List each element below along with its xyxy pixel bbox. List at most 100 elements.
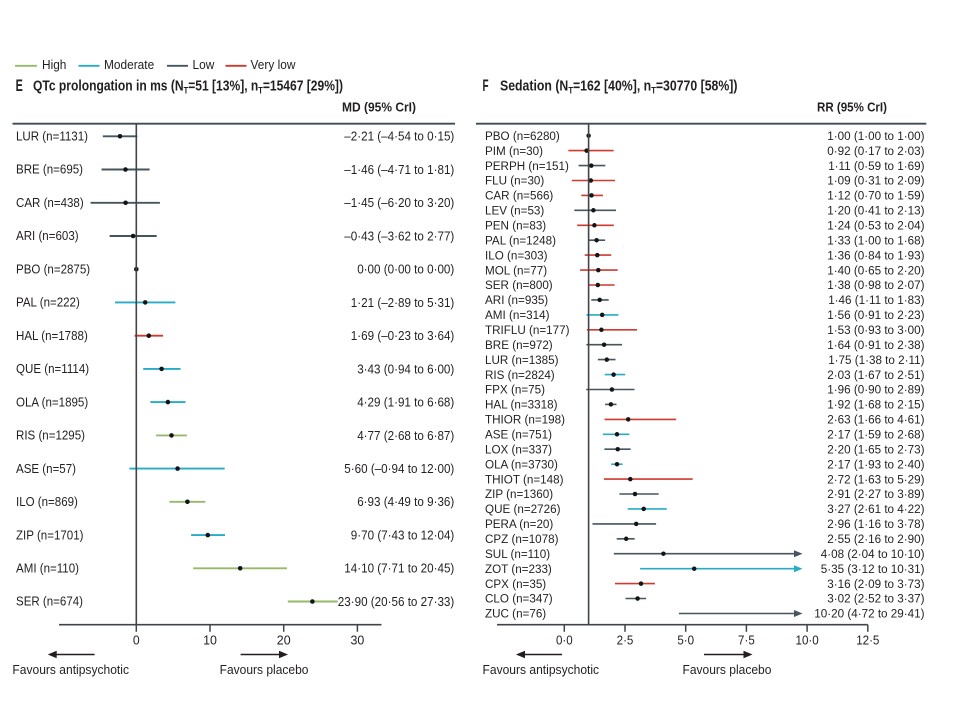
svg-text:RIS (n=1295): RIS (n=1295) [16, 428, 85, 443]
svg-text:2·55 (2·16 to 2·90): 2·55 (2·16 to 2·90) [827, 532, 924, 546]
svg-text:3·02 (2·52 to 3·37): 3·02 (2·52 to 3·37) [827, 592, 924, 606]
svg-text:Low: Low [193, 58, 216, 72]
svg-text:=15467 [29%]): =15467 [29%]) [263, 79, 343, 95]
svg-text:3·16 (2·09 to 3·73): 3·16 (2·09 to 3·73) [827, 577, 924, 591]
svg-text:3·27 (2·61 to 4·22): 3·27 (2·61 to 4·22) [827, 502, 924, 516]
svg-text:PAL (n=1248): PAL (n=1248) [485, 233, 556, 247]
svg-text:THIOR (n=198): THIOR (n=198) [485, 413, 565, 427]
svg-text:1·46 (1·11 to 1·83): 1·46 (1·11 to 1·83) [828, 293, 924, 307]
svg-text:0·0: 0·0 [556, 633, 573, 647]
svg-text:MD (95% CrI): MD (95% CrI) [342, 101, 416, 115]
svg-text:–2·21 (–4·54 to 0·15): –2·21 (–4·54 to 0·15) [344, 129, 454, 144]
svg-text:Sedation (N: Sedation (N [500, 79, 568, 95]
svg-text:1·92 (1·68 to 2·15): 1·92 (1·68 to 2·15) [827, 398, 924, 412]
svg-text:10·0: 10·0 [796, 633, 819, 647]
svg-text:1·64 (0·91 to 2·38): 1·64 (0·91 to 2·38) [827, 338, 924, 352]
svg-text:Favours placebo: Favours placebo [220, 662, 309, 677]
svg-text:F: F [483, 77, 489, 95]
svg-text:ZIP (n=1360): ZIP (n=1360) [485, 487, 553, 501]
svg-text:ILO (n=303): ILO (n=303) [485, 248, 548, 262]
svg-text:=51 [13%], n: =51 [13%], n [188, 79, 258, 95]
svg-text:LOX (n=337): LOX (n=337) [485, 442, 552, 456]
svg-text:CAR (n=438): CAR (n=438) [16, 195, 84, 210]
svg-text:T: T [651, 86, 656, 96]
svg-text:Moderate: Moderate [104, 58, 154, 72]
svg-text:MOL (n=77): MOL (n=77) [485, 263, 547, 277]
svg-text:QUE (n=1114): QUE (n=1114) [16, 361, 89, 376]
svg-text:ZOT (n=233): ZOT (n=233) [485, 562, 552, 576]
svg-text:PBO (n=2875): PBO (n=2875) [16, 261, 90, 276]
svg-text:1·56 (0·91 to 2·23): 1·56 (0·91 to 2·23) [827, 308, 924, 322]
svg-text:QUE (n=2726): QUE (n=2726) [485, 502, 561, 516]
svg-text:PAL (n=222): PAL (n=222) [16, 295, 80, 310]
svg-text:PERPH (n=151): PERPH (n=151) [485, 159, 569, 173]
svg-text:Very low: Very low [251, 58, 297, 72]
svg-text:0·92 (0·17 to 2·03): 0·92 (0·17 to 2·03) [827, 144, 924, 158]
svg-text:23·90 (20·56 to 27·33): 23·90 (20·56 to 27·33) [338, 594, 455, 609]
svg-text:–1·45 (–6·20 to 3·20): –1·45 (–6·20 to 3·20) [344, 195, 454, 210]
svg-text:20: 20 [277, 632, 291, 647]
svg-text:ZUC (n=76): ZUC (n=76) [485, 607, 546, 621]
svg-text:1·38 (0·98 to 2·07): 1·38 (0·98 to 2·07) [827, 278, 924, 292]
svg-text:1·12 (0·70 to 1·59): 1·12 (0·70 to 1·59) [827, 189, 924, 203]
svg-text:ZIP (n=1701): ZIP (n=1701) [16, 527, 84, 542]
svg-text:LUR (n=1131): LUR (n=1131) [16, 129, 88, 144]
svg-text:2·17 (1·93 to 2·40): 2·17 (1·93 to 2·40) [827, 457, 924, 471]
svg-text:1·75 (1·38 to 2·11): 1·75 (1·38 to 2·11) [828, 353, 924, 367]
svg-text:1·00 (1·00 to 1·00): 1·00 (1·00 to 1·00) [827, 129, 924, 143]
svg-text:6·93 (4·49 to 9·36): 6·93 (4·49 to 9·36) [357, 494, 454, 509]
svg-text:SER (n=674): SER (n=674) [16, 594, 83, 609]
svg-text:CPZ (n=1078): CPZ (n=1078) [485, 532, 559, 546]
svg-text:10: 10 [203, 632, 217, 647]
svg-text:E: E [16, 77, 23, 95]
svg-text:FLU (n=30): FLU (n=30) [485, 174, 544, 188]
svg-text:BRE (n=972): BRE (n=972) [485, 338, 553, 352]
svg-text:–0·43 (–3·62 to 2·77): –0·43 (–3·62 to 2·77) [344, 228, 454, 243]
svg-text:T: T [184, 86, 189, 96]
svg-text:Favours antipsychotic: Favours antipsychotic [483, 662, 600, 677]
svg-text:THIOT (n=148): THIOT (n=148) [485, 472, 564, 486]
svg-text:1·09 (0·31 to 2·09): 1·09 (0·31 to 2·09) [827, 174, 924, 188]
svg-text:ASE (n=57): ASE (n=57) [16, 461, 76, 476]
svg-text:SUL (n=110): SUL (n=110) [485, 547, 550, 561]
svg-text:2·20 (1·65 to 2·73): 2·20 (1·65 to 2·73) [827, 442, 924, 456]
svg-text:2·17 (1·59 to 2·68): 2·17 (1·59 to 2·68) [827, 428, 924, 442]
svg-text:PEN (n=83): PEN (n=83) [485, 219, 546, 233]
svg-text:T: T [258, 86, 263, 96]
svg-text:2·91 (2·27 to 3·89): 2·91 (2·27 to 3·89) [827, 487, 924, 501]
svg-text:FPX (n=75): FPX (n=75) [485, 383, 545, 397]
svg-text:CLO (n=347): CLO (n=347) [485, 592, 553, 606]
svg-text:2·72 (1·63 to 5·29): 2·72 (1·63 to 5·29) [827, 472, 924, 486]
svg-text:LUR (n=1385): LUR (n=1385) [485, 353, 559, 367]
svg-text:12·5: 12·5 [856, 633, 879, 647]
svg-text:Favours placebo: Favours placebo [683, 662, 772, 677]
svg-text:ARI (n=935): ARI (n=935) [485, 293, 548, 307]
svg-text:=30770 [58%]): =30770 [58%]) [656, 79, 738, 95]
svg-text:PIM (n=30): PIM (n=30) [485, 144, 543, 158]
svg-text:BRE (n=695): BRE (n=695) [16, 162, 83, 177]
svg-text:2·5: 2·5 [617, 633, 634, 647]
svg-text:2·96 (1·16 to 3·78): 2·96 (1·16 to 3·78) [827, 517, 924, 531]
svg-text:4·29 (1·91 to 6·68): 4·29 (1·91 to 6·68) [357, 395, 454, 410]
svg-text:HAL (n=3318): HAL (n=3318) [485, 398, 558, 412]
svg-text:30: 30 [351, 632, 365, 647]
svg-text:1·96 (0·90 to 2·89): 1·96 (0·90 to 2·89) [827, 383, 924, 397]
svg-text:OLA (n=1895): OLA (n=1895) [16, 394, 88, 409]
svg-text:10·20 (4·72 to 29·41): 10·20 (4·72 to 29·41) [814, 607, 924, 621]
svg-text:2·03 (1·67 to 2·51): 2·03 (1·67 to 2·51) [827, 368, 924, 382]
svg-text:LEV (n=53): LEV (n=53) [485, 204, 544, 218]
svg-text:AMI (n=314): AMI (n=314) [485, 308, 550, 322]
svg-text:=162 [40%], n: =162 [40%], n [573, 79, 651, 95]
svg-text:4·77 (2·68 to 6·87): 4·77 (2·68 to 6·87) [357, 428, 454, 443]
svg-text:1·21 (–2·89 to 5·31): 1·21 (–2·89 to 5·31) [351, 295, 455, 310]
svg-text:1·24 (0·53 to 2·04): 1·24 (0·53 to 2·04) [827, 219, 924, 233]
svg-text:0: 0 [133, 632, 140, 647]
svg-text:ASE (n=751): ASE (n=751) [485, 428, 552, 442]
svg-text:7·5: 7·5 [738, 633, 755, 647]
svg-text:1·33 (1·00 to 1·68): 1·33 (1·00 to 1·68) [827, 233, 924, 247]
svg-text:ARI (n=603): ARI (n=603) [16, 228, 79, 243]
svg-text:Favours antipsychotic: Favours antipsychotic [12, 662, 129, 677]
svg-text:5·0: 5·0 [677, 633, 694, 647]
svg-text:RIS (n=2824): RIS (n=2824) [485, 368, 555, 382]
svg-text:OLA (n=3730): OLA (n=3730) [485, 457, 558, 471]
